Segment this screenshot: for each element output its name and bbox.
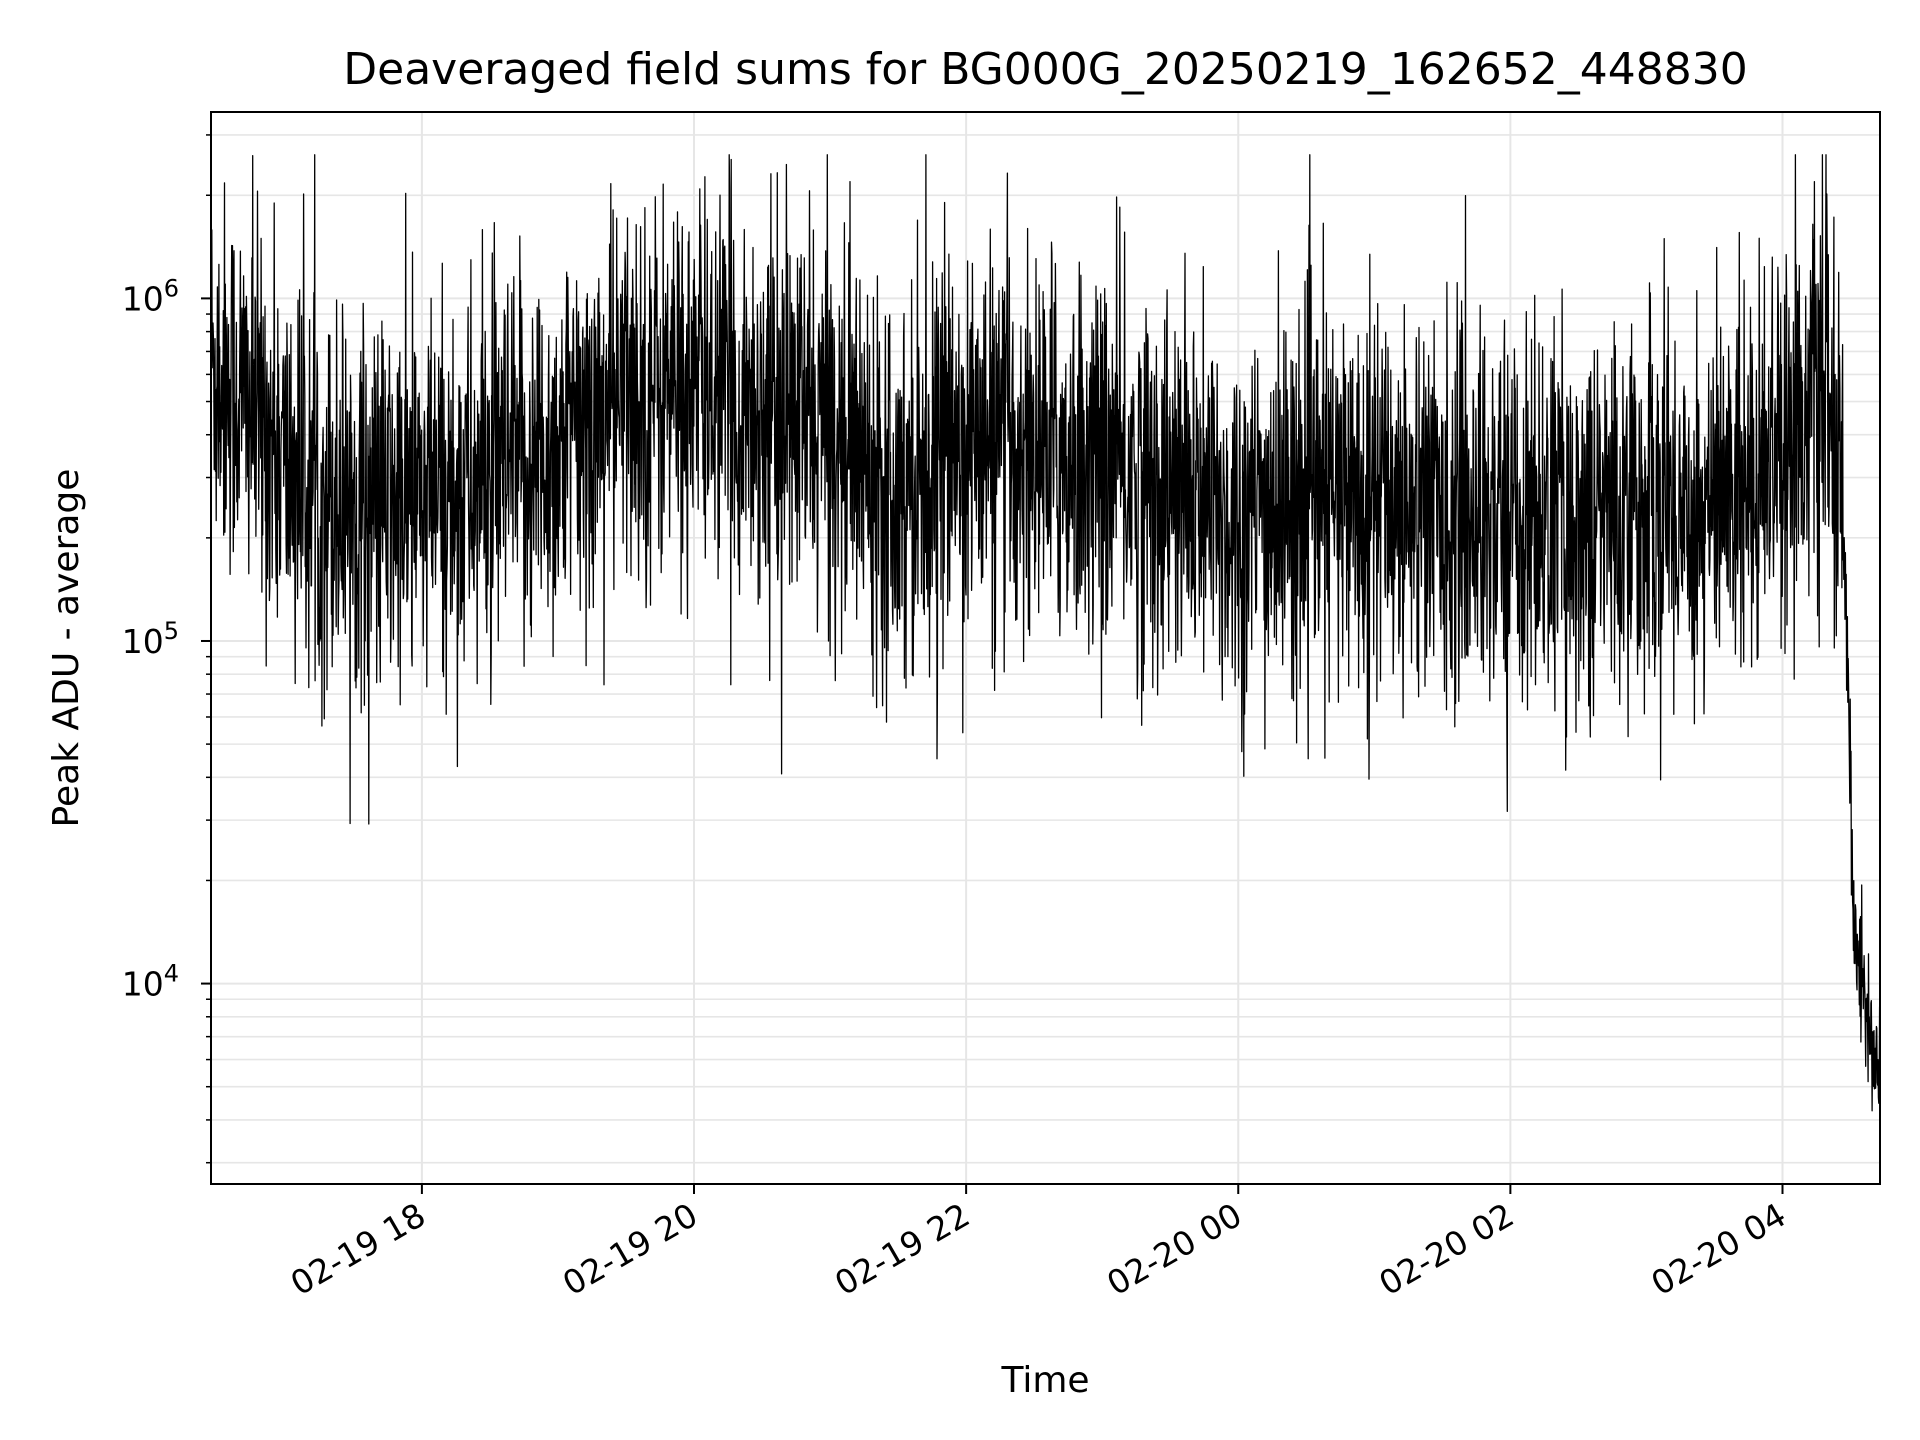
y-axis-title: Peak ADU - average: [46, 469, 87, 828]
plot-frame: [210, 111, 1881, 1185]
y-tick-base: 10: [122, 622, 164, 661]
y-tick-exponent: 5: [164, 617, 179, 645]
data-layer: [210, 154, 1881, 1129]
x-axis-title: Time: [1000, 1360, 1089, 1401]
y-tick-base: 10: [122, 279, 164, 318]
y-tick-base: 10: [122, 965, 164, 1004]
series-line: [210, 154, 1881, 1129]
chart-title: Deaveraged field sums for BG000G_2025021…: [343, 44, 1747, 95]
y-tick-label: 104: [122, 960, 179, 1004]
y-tick-exponent: 6: [164, 274, 179, 302]
y-tick-label: 106: [122, 274, 179, 318]
y-tick-exponent: 4: [164, 960, 179, 988]
y-tick-label: 105: [122, 617, 179, 661]
